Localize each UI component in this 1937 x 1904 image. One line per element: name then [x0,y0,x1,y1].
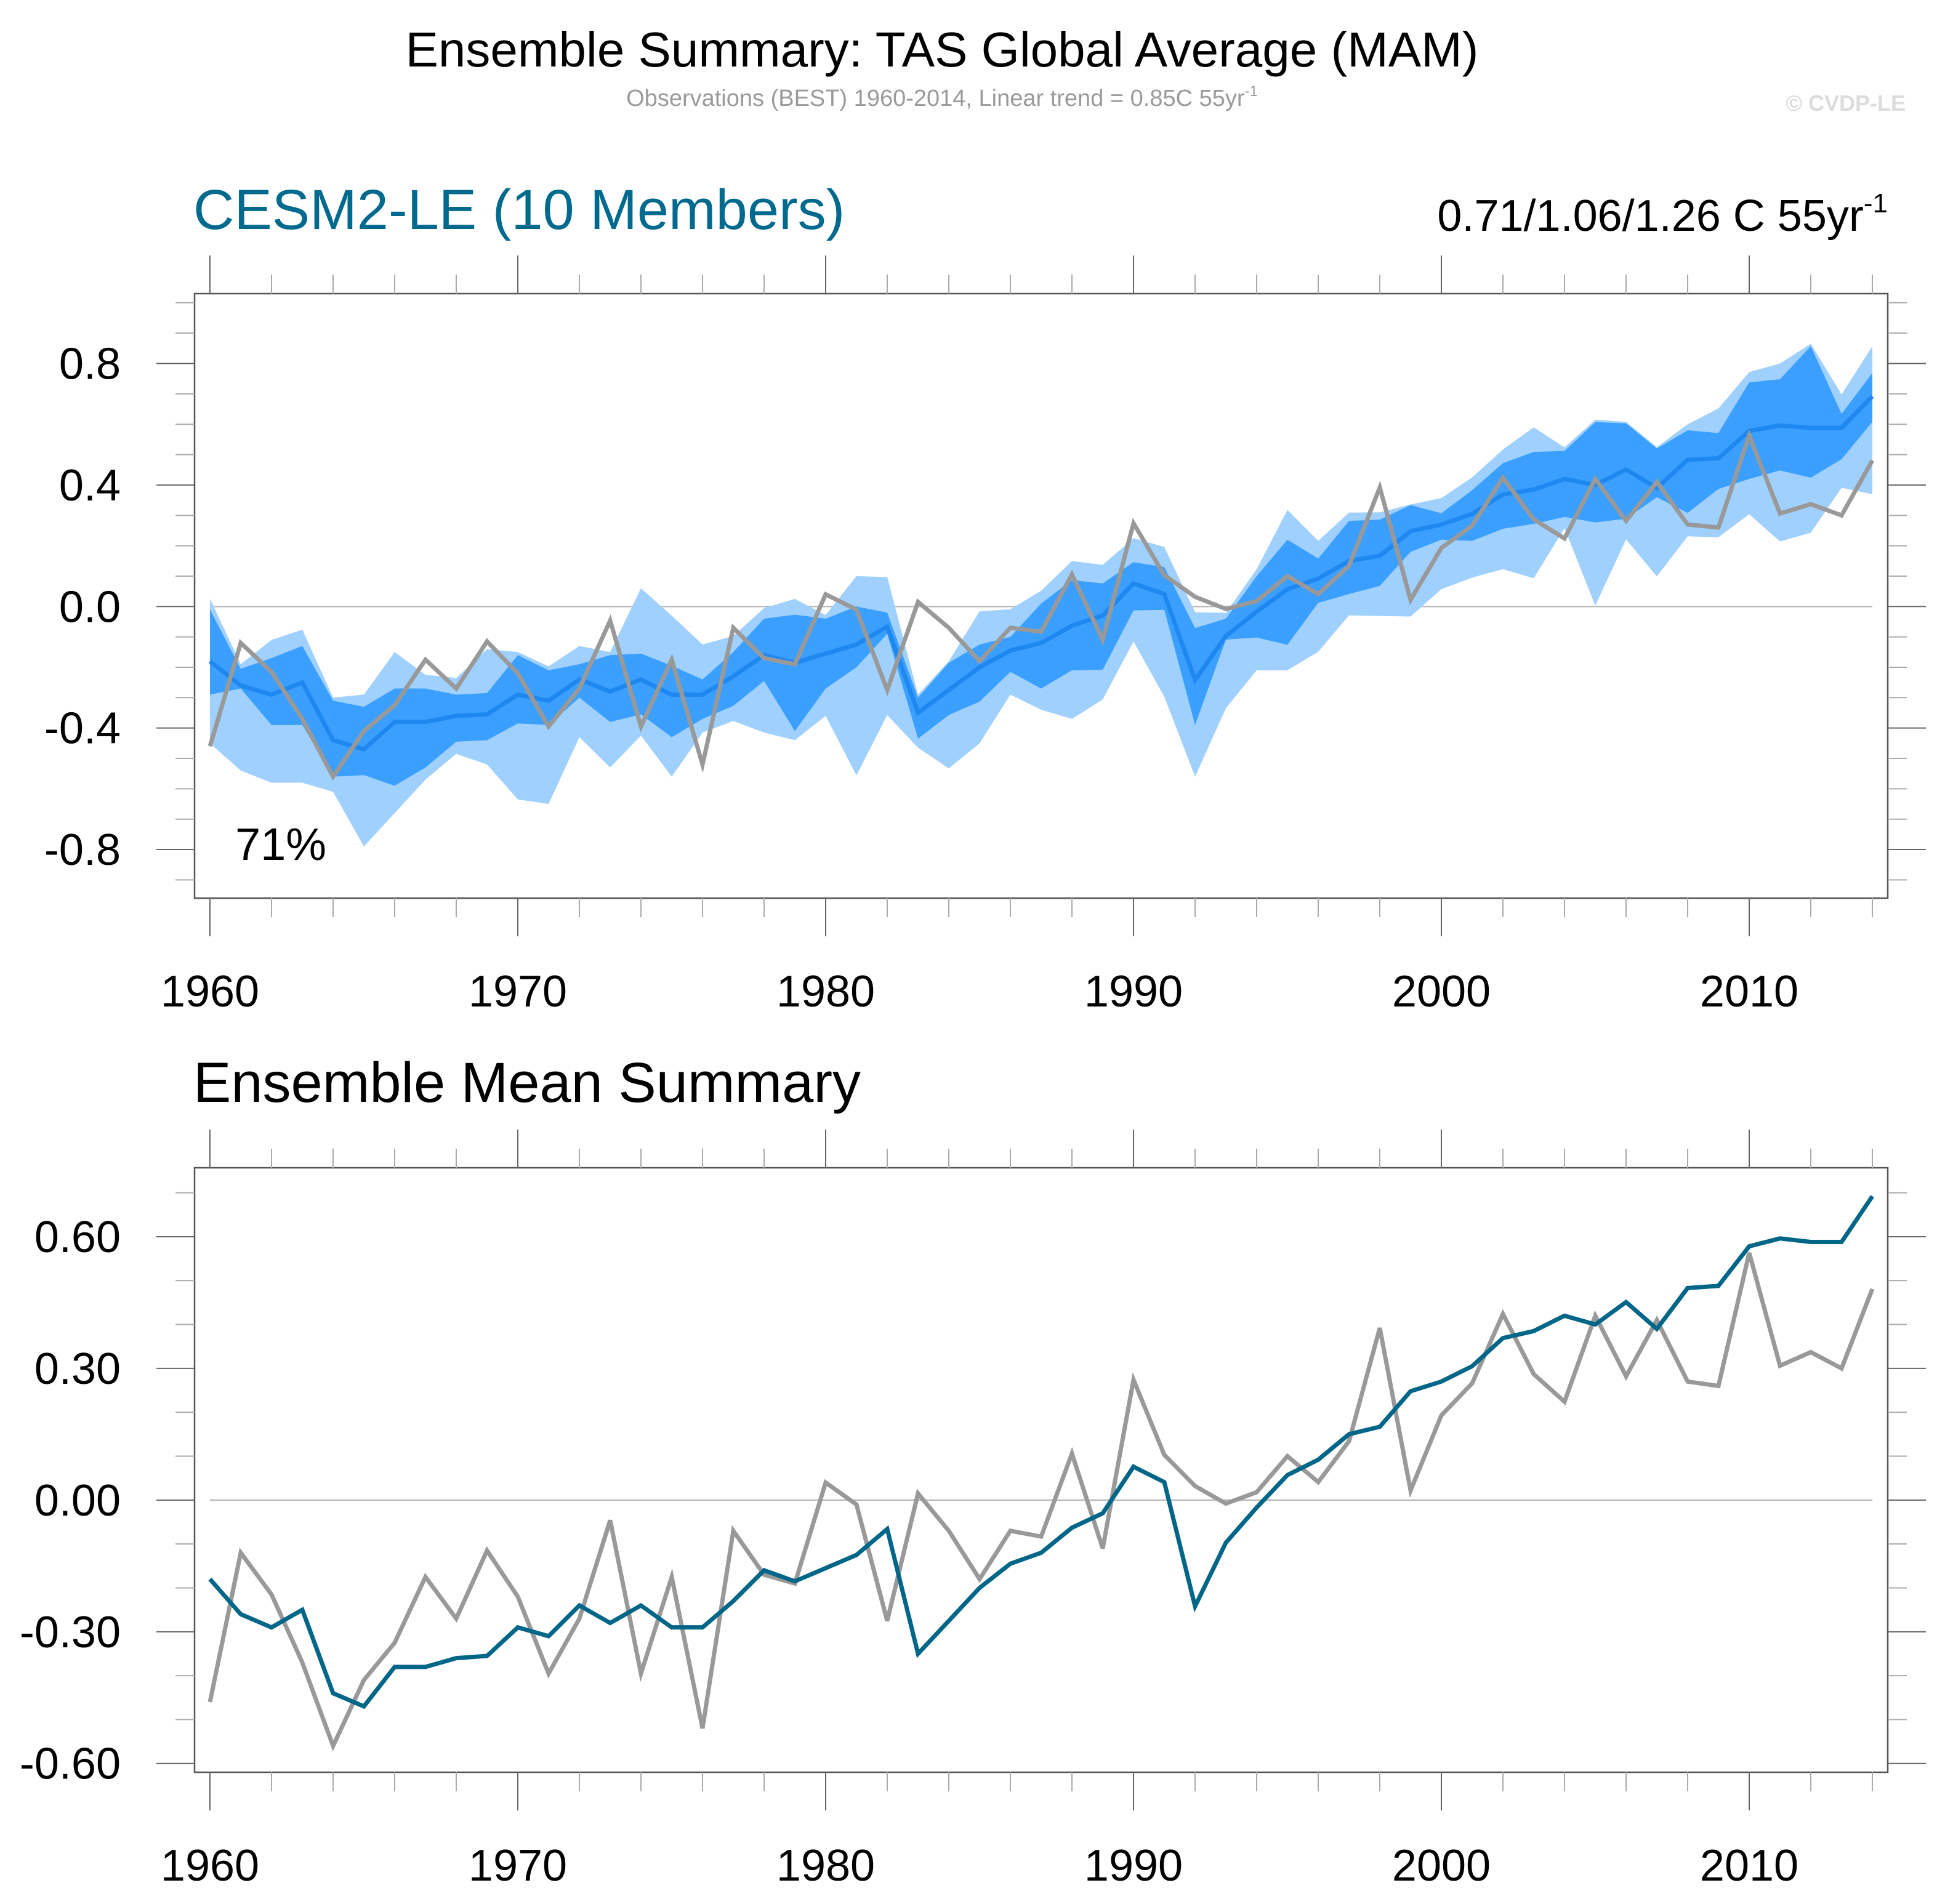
y-tick-label: -0.8 [44,825,121,875]
ensemble-mean-line [208,1195,1874,1709]
x-tick-label: 2000 [1392,967,1491,1016]
observations-line [207,429,1875,781]
figure-title: Ensemble Summary: TAS Global Average (MA… [406,22,1479,77]
x-tick-label: 1990 [1084,1841,1183,1890]
x-tick-label: 1960 [161,967,259,1016]
figure-subtitle-main: Observations (BEST) 1960-2014, Linear tr… [626,86,1245,111]
ensemble-summary-panel: CESM2-LE (10 Members) 0.71/1.06/1.26 C 5… [44,179,1926,1016]
x-tick-label: 1980 [776,1841,875,1890]
plot-frame [193,1167,1889,1773]
plot-content-bottom [207,1195,1875,1752]
ensemble-mean-line [208,395,1874,752]
plot-area-top: 1960 1970 1980 1990 2000 2010 -0.8 -0.4 0.0 0.4 0.… [44,255,1926,1016]
trend-range-sup: -1 [1864,188,1888,219]
y-tick-label: 0.4 [59,461,121,510]
x-tick-label: 1970 [469,1841,567,1890]
x-tick-label: 2010 [1700,1841,1798,1890]
ensemble-mean-panel: Ensemble Mean Summary 1960 1970 1980 1990 20… [20,1051,1926,1890]
percent-annotation: 71% [235,819,326,870]
panel-title-ensemble-mean: Ensemble Mean Summary [193,1051,861,1114]
figure-subtitle: Observations (BEST) 1960-2014, Linear tr… [626,83,1258,111]
x-tick-label: 1980 [776,967,875,1016]
plot-area-bottom: 1960 1970 1980 1990 2000 2010 -0.60 -0.30 0.00 0.… [20,1130,1926,1890]
y-tick-label: -0.60 [20,1740,121,1789]
y-tick-label: -0.30 [20,1608,121,1657]
y-tick-label: 0.30 [34,1344,121,1394]
x-tick-label: 1990 [1084,967,1183,1016]
x-tick-label: 2000 [1392,1841,1491,1890]
trend-range-label: 0.71/1.06/1.26 C 55yr-1 [1437,188,1888,241]
plot-content-top [207,343,1875,847]
y-tick-label: 0.00 [34,1476,121,1525]
x-tick-label: 1970 [469,967,567,1016]
x-tick-label: 2010 [1700,967,1798,1016]
y-tick-label: -0.4 [44,704,121,753]
figure-subtitle-sup: -1 [1245,83,1258,100]
y-tick-label: 0.0 [59,582,121,632]
y-tick-label: 0.8 [59,339,121,388]
panel-title-cesm2: CESM2-LE (10 Members) [193,179,845,241]
ensemble-iqr-band [210,346,1872,786]
observations-line [207,1252,1875,1752]
trend-range-main: 0.71/1.06/1.26 C 55yr [1437,191,1863,241]
ensemble-range-band [210,343,1872,847]
copyright-label: © CVDP-LE [1786,90,1906,116]
x-tick-label: 1960 [161,1841,259,1890]
plot-frame [193,292,1889,899]
y-tick-label: 0.60 [34,1213,121,1262]
